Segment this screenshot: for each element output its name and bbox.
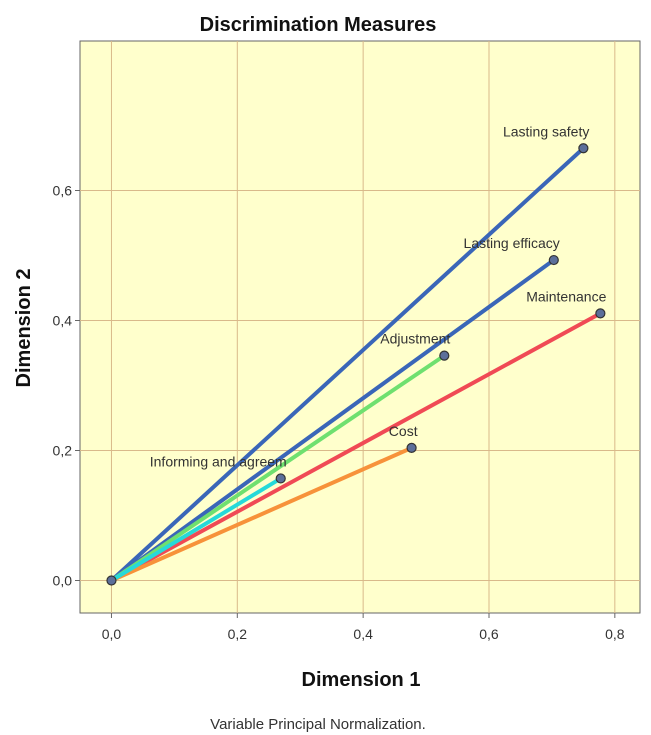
x-tick-label: 0,2 xyxy=(228,626,248,642)
y-axis-title: Dimension 2 xyxy=(13,269,35,388)
series-line xyxy=(109,353,447,583)
x-gridlines xyxy=(110,41,616,618)
y-tick-labels: 0,0 0,2 0,4 0,6 xyxy=(53,183,73,589)
y-tick-label: 0,0 xyxy=(53,573,73,589)
x-tick-label: 0,0 xyxy=(102,626,122,642)
x-tick-label: 0,6 xyxy=(479,626,499,642)
series-line xyxy=(109,311,603,583)
x-tick-labels: 0,0 0,2 0,4 0,6 0,8 xyxy=(102,626,625,642)
series-line xyxy=(109,445,414,583)
series-labels: Lasting safety Lasting efficacy Maintenanc… xyxy=(150,123,607,469)
x-tick-label: 0,4 xyxy=(353,626,373,642)
chart-title: Discrimination Measures xyxy=(200,14,437,36)
series-line xyxy=(109,146,586,583)
y-tick-label: 0,6 xyxy=(53,183,73,199)
origin-point xyxy=(106,575,117,586)
plot-area xyxy=(79,40,641,614)
y-tick-label: 0,2 xyxy=(53,443,73,459)
chart-footnote: Variable Principal Normalization. xyxy=(210,716,426,733)
data-point xyxy=(439,350,450,361)
y-tick-label: 0,4 xyxy=(53,313,73,329)
point-label: Maintenance xyxy=(526,288,606,304)
point-label: Lasting efficacy xyxy=(464,235,560,251)
series-line xyxy=(109,258,556,583)
data-point xyxy=(406,442,417,453)
point-label: Cost xyxy=(389,423,418,439)
data-point xyxy=(578,143,589,154)
data-point xyxy=(275,473,286,484)
x-axis-title: Dimension 1 xyxy=(302,669,421,691)
data-point xyxy=(548,254,559,266)
series-lines xyxy=(109,146,603,583)
series-points xyxy=(106,143,606,586)
point-label: Lasting safety xyxy=(503,123,589,139)
point-label: Informing and agreem xyxy=(150,453,287,469)
data-point xyxy=(595,308,606,319)
x-tick-label: 0,8 xyxy=(605,626,625,642)
series-line xyxy=(109,476,283,583)
y-gridlines xyxy=(75,190,640,581)
point-label: Adjustment xyxy=(380,331,450,347)
